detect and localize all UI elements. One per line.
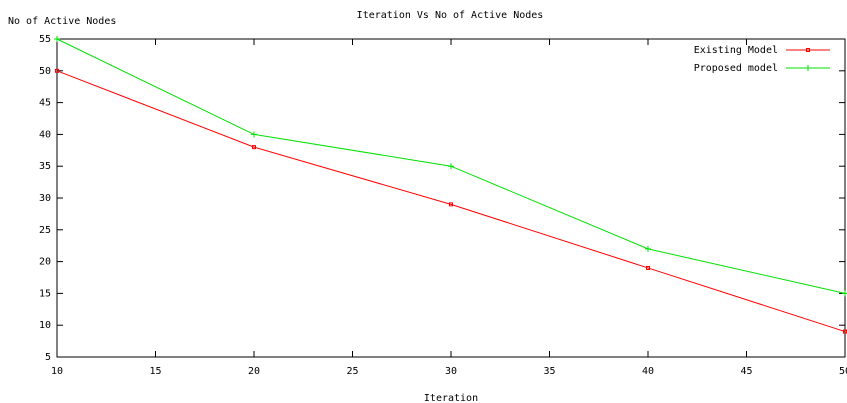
legend-label: Existing Model [694,45,778,56]
x-axis-label: Iteration [424,393,478,403]
point [54,36,60,42]
point [645,245,651,252]
y-tick-label: 20 [39,257,51,268]
y-tick-label: 25 [39,225,51,236]
point [55,68,59,73]
point [646,265,650,270]
x-tick-label: 40 [642,366,654,377]
y-tick-label: 40 [39,129,51,140]
legend-marker [806,48,810,52]
y-tick-label: 30 [39,193,51,204]
point [252,145,256,150]
y-axis-label: No of Active Nodes [8,16,116,27]
x-tick-label: 25 [346,366,358,377]
y-tick-label: 55 [39,34,51,45]
y-tick-label: 10 [39,320,51,331]
point [842,290,847,297]
x-tick-label: 15 [149,366,161,377]
plot-border [56,38,846,358]
y-tick-label: 45 [39,98,51,109]
point [449,202,453,207]
x-tick-label: 45 [740,366,752,377]
series-line [56,70,846,333]
x-tick-label: 20 [248,366,260,377]
y-tick-label: 50 [39,66,51,77]
legend-label: Proposed model [694,63,778,74]
legend-marker [805,65,811,71]
x-tick-label: 35 [543,366,555,377]
x-tick-label: 50 [839,366,847,377]
y-tick-label: 35 [39,161,51,172]
y-tick-label: 15 [39,288,51,299]
x-tick-label: 10 [51,366,63,377]
point [251,131,257,138]
x-tick-label: 30 [445,366,457,377]
point [448,163,454,170]
y-tick-label: 5 [45,352,51,363]
chart-title: Iteration Vs No of Active Nodes [357,10,544,21]
